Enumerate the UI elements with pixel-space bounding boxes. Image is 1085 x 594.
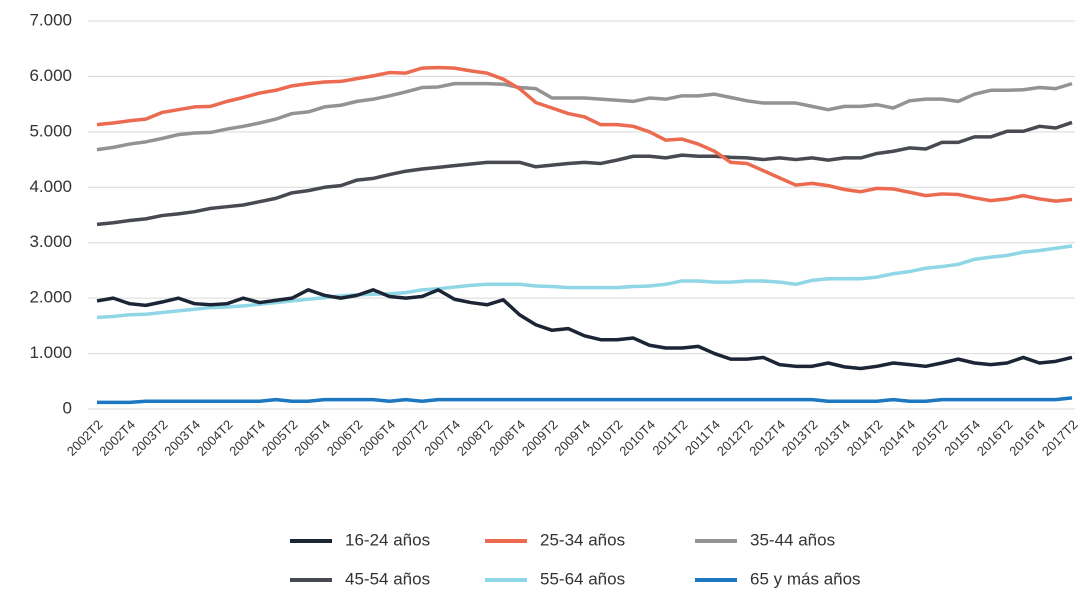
y-tick-label: 3.000: [29, 232, 72, 251]
series-line: [97, 396, 1073, 405]
y-tick-label: 2.000: [29, 288, 72, 307]
series-line: [96, 244, 1073, 320]
x-tick-label: 2017T2: [1039, 417, 1081, 459]
legend-label: 35-44 años: [750, 530, 835, 549]
y-tick-label: 5.000: [29, 121, 72, 140]
series-line: [96, 120, 1073, 227]
y-tick-label: 0: [63, 398, 72, 417]
x-tick-label: 2011T2: [649, 417, 690, 458]
y-tick-label: 7.000: [29, 10, 72, 29]
legend-label: 25-34 años: [540, 530, 625, 549]
y-tick-label: 4.000: [29, 177, 72, 196]
legend-label: 45-54 años: [345, 569, 430, 588]
x-tick-label: 2010T4: [616, 417, 658, 459]
y-tick-label: 6.000: [29, 66, 72, 85]
y-tick-label: 1.000: [29, 343, 72, 362]
series-line: [96, 81, 1073, 152]
legend-label: 55-64 años: [540, 569, 625, 588]
series-line: [96, 288, 1073, 371]
legend-label: 16-24 años: [345, 530, 430, 549]
series-line: [96, 65, 1073, 203]
legend-label: 65 y más años: [750, 569, 861, 588]
